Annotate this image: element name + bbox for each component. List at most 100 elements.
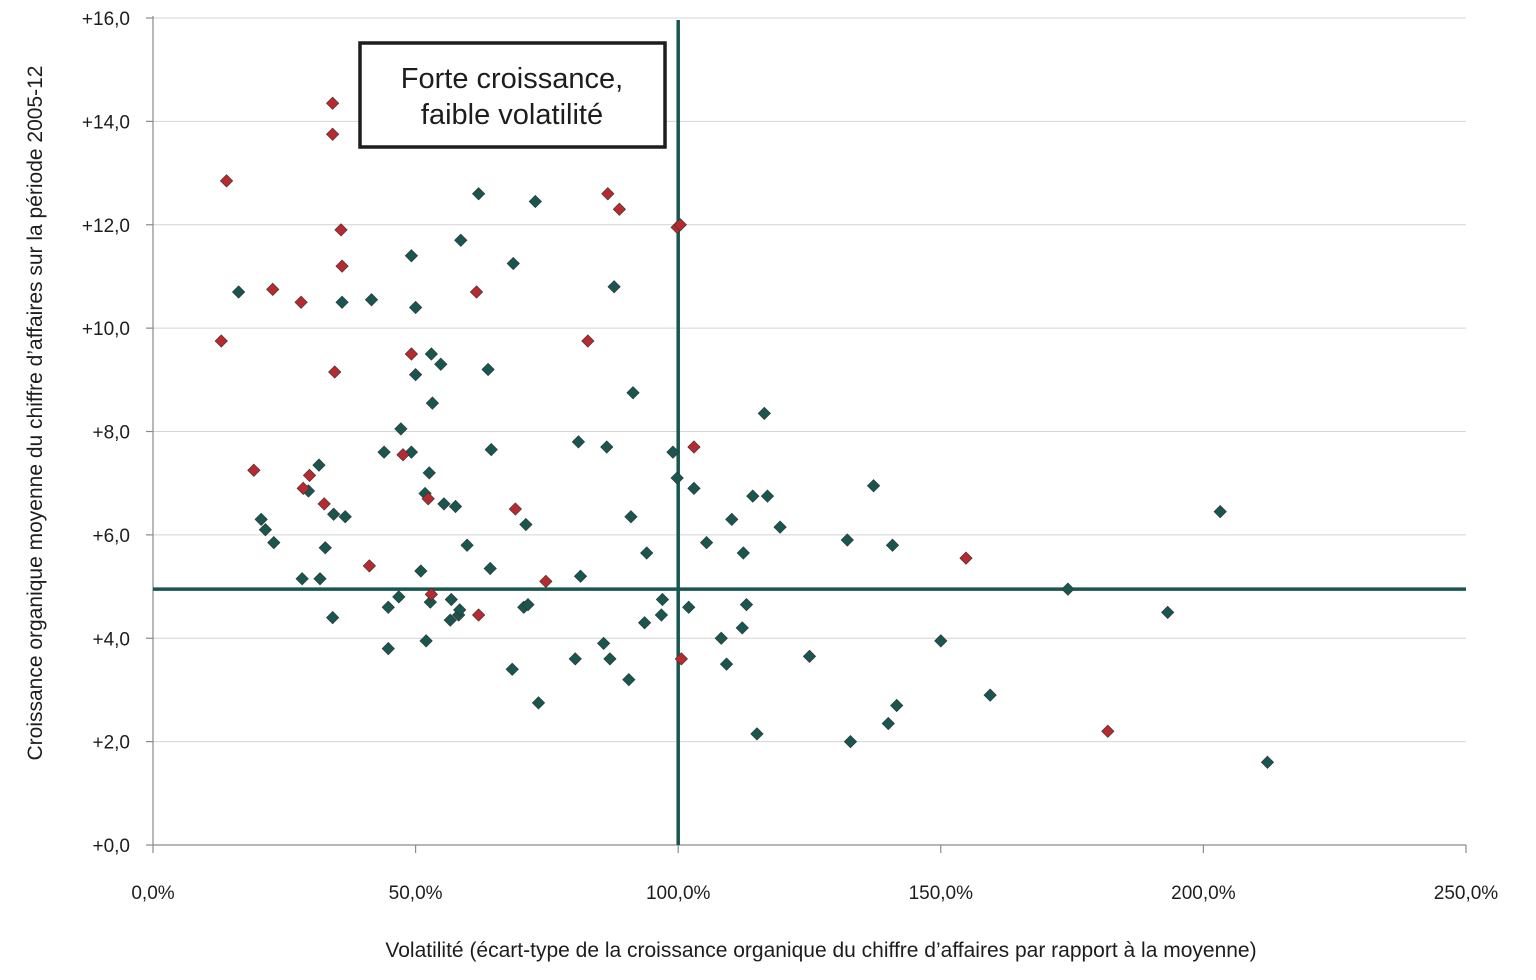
data-point-teal bbox=[313, 572, 327, 586]
data-point-teal bbox=[258, 523, 273, 537]
data-point-teal bbox=[454, 233, 468, 247]
data-point-teal bbox=[404, 249, 419, 263]
y-tick-label: +4,0 bbox=[92, 629, 130, 650]
x-tick-labels: 0,0% 50,0% 100,0% 150,0% 200,0% 250,0% bbox=[131, 883, 1498, 904]
data-point-teal bbox=[596, 636, 611, 651]
data-point-teal bbox=[626, 386, 640, 400]
data-point-teal bbox=[423, 595, 437, 609]
data-point-teal bbox=[327, 507, 341, 521]
data-point-teal bbox=[571, 435, 586, 449]
data-point-teal bbox=[481, 362, 495, 377]
data-point-teal bbox=[750, 727, 764, 741]
data-point-teal bbox=[506, 256, 520, 271]
data-point-teal bbox=[736, 546, 750, 560]
data-point-teal bbox=[338, 510, 352, 524]
data-point-teal bbox=[843, 735, 858, 749]
data-point-red bbox=[673, 218, 687, 232]
reference-lines bbox=[153, 20, 1466, 845]
data-point-red bbox=[334, 223, 348, 237]
data-point-teal bbox=[624, 510, 638, 524]
data-point-teal bbox=[1161, 605, 1175, 620]
annotation-frame bbox=[358, 41, 667, 149]
data-point-teal bbox=[654, 608, 669, 622]
data-point-teal bbox=[444, 592, 458, 607]
data-point-red bbox=[214, 334, 228, 348]
x-tick-label: 50,0% bbox=[389, 883, 443, 904]
data-point-teal bbox=[881, 716, 895, 731]
data-points bbox=[214, 96, 1275, 769]
x-tick-label: 0,0% bbox=[131, 883, 174, 904]
data-point-teal bbox=[719, 657, 734, 671]
data-point-teal bbox=[637, 616, 652, 630]
data-point-teal bbox=[1213, 504, 1227, 519]
x-tick-label: 250,0% bbox=[1434, 883, 1499, 904]
data-point-red bbox=[219, 174, 234, 188]
data-point-teal bbox=[725, 512, 739, 526]
axes bbox=[146, 16, 1467, 853]
data-point-teal bbox=[670, 471, 684, 485]
data-point-red bbox=[325, 127, 340, 141]
data-point-red bbox=[959, 551, 973, 565]
data-point-red bbox=[674, 652, 688, 666]
data-point-red bbox=[247, 463, 261, 477]
y-tick-labels: +0,0 +2,0 +4,0 +6,0 +8,0 +10,0 +12,0 +14,0 +16,0 bbox=[82, 9, 130, 857]
data-point-teal bbox=[840, 533, 854, 547]
data-point-teal bbox=[714, 631, 728, 645]
data-point-teal bbox=[528, 194, 542, 209]
data-point-red bbox=[424, 587, 438, 601]
data-point-teal bbox=[757, 406, 771, 421]
data-point-teal bbox=[335, 295, 349, 309]
data-point-teal bbox=[381, 641, 395, 656]
data-point-teal bbox=[408, 368, 423, 382]
data-point-teal bbox=[699, 536, 714, 550]
data-point-teal bbox=[573, 569, 588, 583]
data-point-teal bbox=[885, 538, 900, 552]
data-point-red bbox=[508, 502, 523, 516]
x-tick-label: 100,0% bbox=[646, 883, 711, 904]
data-point-teal bbox=[739, 598, 754, 612]
data-point-teal bbox=[531, 696, 546, 710]
annotation-line-2: faible volatilité bbox=[421, 99, 603, 131]
data-point-red bbox=[612, 202, 627, 216]
data-point-red bbox=[539, 574, 553, 589]
data-point-teal bbox=[460, 538, 474, 552]
data-point-teal bbox=[600, 440, 614, 454]
data-point-red bbox=[581, 334, 595, 348]
data-point-teal bbox=[1260, 755, 1275, 769]
annotation-box: Forte croissance, faible volatilité bbox=[358, 41, 667, 149]
data-point-teal bbox=[760, 489, 775, 503]
data-point-teal bbox=[607, 280, 621, 294]
data-point-teal bbox=[267, 536, 281, 550]
data-point-teal bbox=[425, 396, 440, 410]
y-tick-label: +0,0 bbox=[92, 836, 130, 857]
data-point-teal bbox=[381, 600, 395, 614]
data-point-teal bbox=[866, 479, 881, 493]
x-axis-title: Volatilité (écart-type de la croissance … bbox=[385, 939, 1256, 962]
y-tick-label: +16,0 bbox=[82, 9, 130, 30]
y-tick-label: +14,0 bbox=[82, 112, 130, 133]
data-point-teal bbox=[325, 610, 340, 625]
data-point-teal bbox=[408, 300, 423, 315]
data-point-teal bbox=[890, 698, 904, 713]
y-tick-label: +6,0 bbox=[92, 526, 130, 547]
y-tick-label: +2,0 bbox=[92, 733, 130, 754]
y-tick-label: +8,0 bbox=[92, 423, 130, 444]
data-point-red bbox=[404, 347, 419, 361]
data-point-teal bbox=[254, 512, 268, 526]
data-point-teal bbox=[394, 422, 408, 436]
data-point-teal bbox=[983, 688, 997, 702]
data-point-teal bbox=[377, 445, 391, 459]
data-point-red bbox=[1101, 724, 1115, 738]
annotation-line-1: Forte croissance, bbox=[401, 63, 623, 95]
data-point-teal bbox=[483, 561, 497, 576]
data-point-teal bbox=[471, 187, 486, 201]
data-point-teal bbox=[448, 499, 463, 514]
data-point-teal bbox=[364, 293, 379, 307]
data-point-teal bbox=[666, 445, 680, 459]
data-point-teal bbox=[414, 564, 428, 578]
data-point-teal bbox=[735, 621, 749, 635]
data-point-teal bbox=[568, 652, 582, 666]
data-point-red bbox=[471, 608, 486, 622]
data-point-teal bbox=[603, 652, 617, 666]
